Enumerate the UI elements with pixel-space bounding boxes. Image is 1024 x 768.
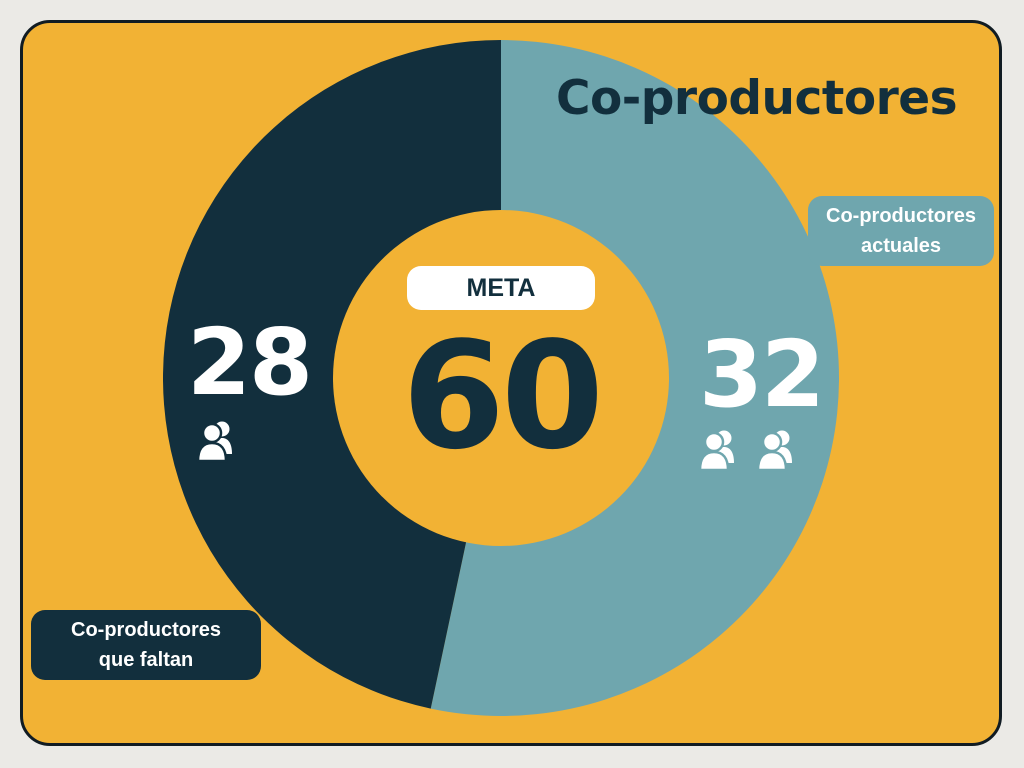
legend-missing-line1: Co-productores [71,619,221,641]
chart-card: Co-productores Co-productores actuales C… [20,20,1002,746]
chart-title: Co-productores [556,71,958,126]
actual-value-label: 32 [699,321,825,428]
users-icon [698,430,734,472]
legend-pill-missing: Co-productores que faltan [31,610,261,680]
donut-slice-1 [162,40,501,709]
legend-actual-line1: Co-productores [826,205,976,227]
goal-value: 60 [402,310,604,482]
legend-missing-line2: que faltan [98,649,194,671]
missing-value-label: 28 [187,309,313,416]
legend-pill-actual: Co-productores actuales [808,196,994,266]
users-icon [756,430,792,472]
legend-actual-line2: actuales [860,235,942,257]
goal-label: META [407,266,595,310]
users-icon [196,421,232,463]
